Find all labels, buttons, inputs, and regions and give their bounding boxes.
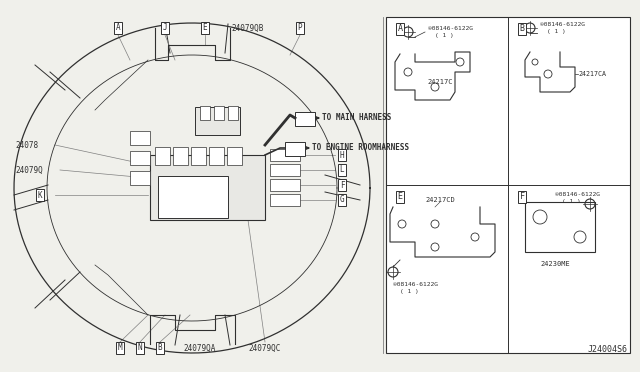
Bar	[209, 147, 224, 165]
Bar	[130, 151, 150, 165]
Text: G: G	[340, 196, 344, 205]
Text: F: F	[520, 192, 525, 201]
Text: 24079QB: 24079QB	[232, 23, 264, 32]
Text: J24004S6: J24004S6	[588, 346, 628, 355]
Text: E: E	[203, 23, 207, 32]
Text: TO ENGINE ROOMHARNESS: TO ENGINE ROOMHARNESS	[312, 144, 409, 153]
Text: ( 1 ): ( 1 )	[400, 289, 419, 295]
Bar	[386, 17, 630, 353]
Bar	[295, 112, 315, 126]
Text: ( 1 ): ( 1 )	[547, 29, 566, 35]
Bar	[285, 142, 305, 156]
Bar	[130, 131, 150, 145]
Bar	[270, 149, 300, 161]
Text: J: J	[163, 23, 167, 32]
Text: 24079Q: 24079Q	[15, 166, 43, 174]
Text: ®08146-6122G: ®08146-6122G	[555, 192, 600, 196]
Text: ( 1 ): ( 1 )	[562, 199, 580, 203]
Text: 24079QC: 24079QC	[249, 343, 281, 353]
Bar	[270, 164, 300, 176]
Bar	[195, 107, 240, 135]
Bar	[270, 194, 300, 206]
Text: L: L	[340, 166, 344, 174]
Text: K: K	[38, 190, 42, 199]
Bar	[270, 179, 300, 191]
Bar	[150, 155, 265, 220]
Text: B: B	[157, 343, 163, 353]
Bar	[228, 106, 238, 120]
Bar	[200, 106, 210, 120]
Text: 24079QA: 24079QA	[184, 343, 216, 353]
Bar	[191, 147, 206, 165]
Text: ®08146-6122G: ®08146-6122G	[393, 282, 438, 286]
Text: E: E	[397, 192, 403, 201]
Text: A: A	[116, 23, 120, 32]
Text: ( 1 ): ( 1 )	[435, 32, 454, 38]
Bar	[214, 106, 224, 120]
Text: ®08146-6122G: ®08146-6122G	[428, 26, 473, 31]
Text: M: M	[118, 343, 122, 353]
Bar	[155, 147, 170, 165]
Text: H: H	[340, 151, 344, 160]
Text: B: B	[520, 24, 525, 33]
Text: P: P	[298, 23, 302, 32]
Text: F: F	[340, 180, 344, 189]
Text: 24217CA: 24217CA	[578, 71, 606, 77]
Text: A: A	[397, 24, 403, 33]
Bar	[173, 147, 188, 165]
Bar	[227, 147, 242, 165]
Bar	[130, 171, 150, 185]
Text: N: N	[138, 343, 142, 353]
Text: 24217C: 24217C	[428, 79, 452, 85]
Bar	[158, 176, 228, 218]
Bar	[525, 202, 595, 252]
Text: TO MAIN HARNESS: TO MAIN HARNESS	[322, 113, 392, 122]
Text: ®08146-6122G: ®08146-6122G	[540, 22, 585, 28]
Text: 24217CD: 24217CD	[425, 197, 455, 203]
Text: 24230ME: 24230ME	[540, 261, 570, 267]
Text: 24078: 24078	[15, 141, 38, 150]
